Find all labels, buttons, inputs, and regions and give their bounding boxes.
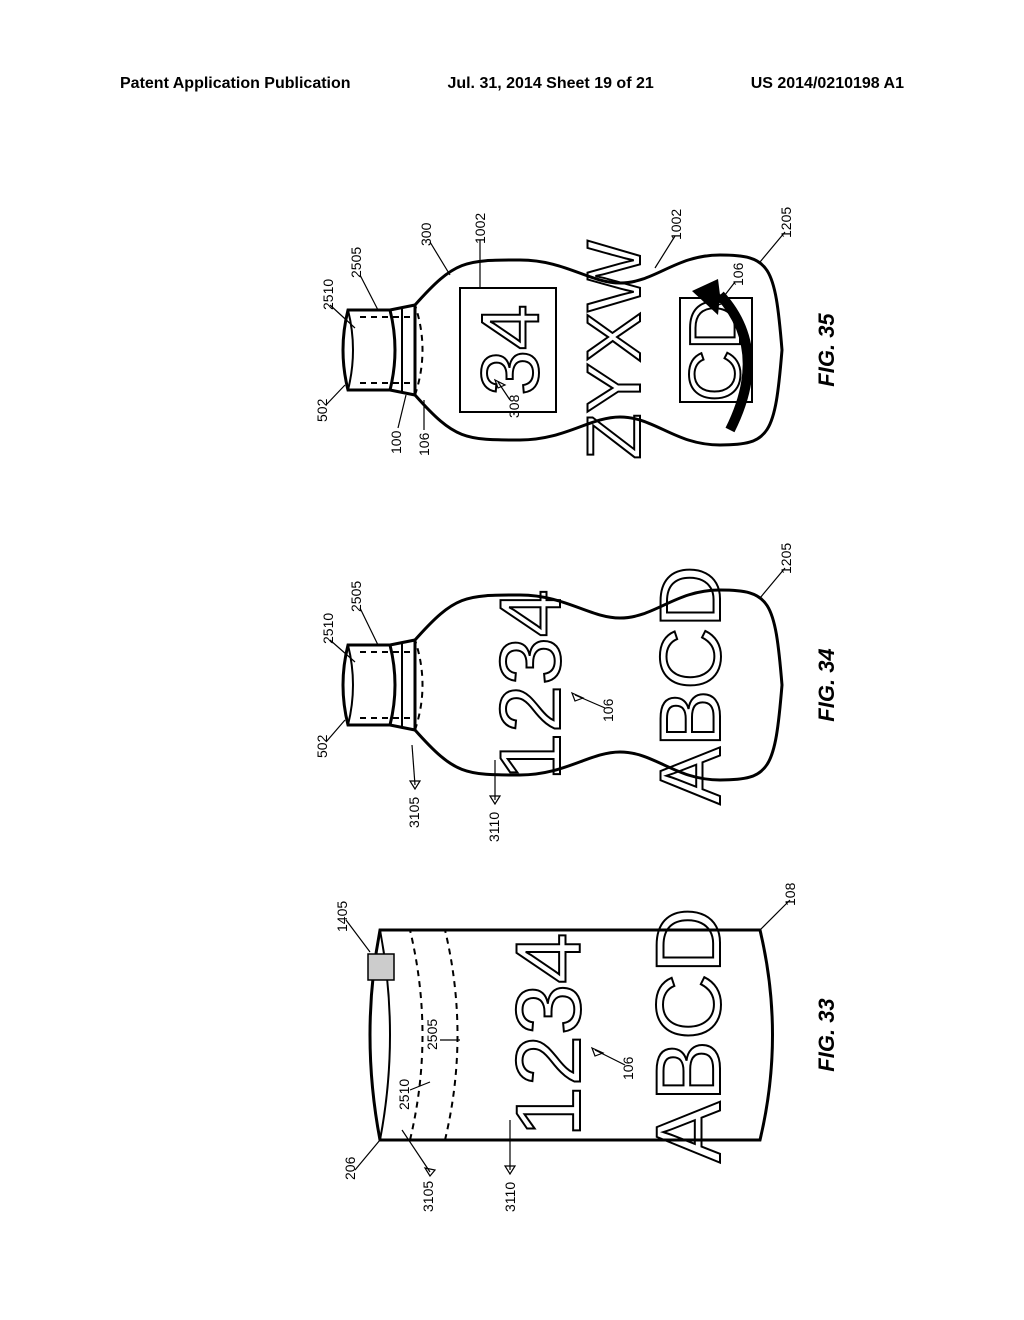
ref-1002b: 1002 [668, 209, 684, 240]
fig33-block: 1234 ABCD 206 1405 3105 3110 2510 2505 1… [340, 880, 840, 1190]
ref-502-34: 502 [314, 735, 330, 758]
ref-308: 308 [506, 395, 522, 418]
figures-row: 1234 ABCD 206 1405 3105 3110 2510 2505 1… [10, 230, 1010, 1130]
fig35-label: FIG. 35 [814, 313, 840, 386]
ref-2510: 2510 [396, 1079, 412, 1110]
fig35-block: 34 ZYXW CD 502 2510 2505 100 106 300 100… [320, 200, 840, 500]
fig34-svg: 1234 ABCD [320, 540, 800, 830]
ref-106b: 106 [730, 263, 746, 286]
fig35-mid-text: ZYXW [572, 240, 657, 460]
fig33-label: FIG. 33 [814, 998, 840, 1071]
ref-106a: 106 [416, 433, 432, 456]
ref-100: 100 [388, 431, 404, 454]
fig35-top-text: 34 [465, 304, 556, 395]
ref-300: 300 [418, 223, 434, 246]
fig34-block: 1234 ABCD 502 2510 2505 3105 3110 106 12… [320, 540, 840, 830]
fig34-label: FIG. 34 [814, 648, 840, 721]
ref-2505-34: 2505 [348, 581, 364, 612]
ref-3105-34: 3105 [406, 797, 422, 828]
ref-3110-34: 3110 [486, 812, 502, 842]
ref-1205-34: 1205 [778, 543, 794, 574]
ref-2505-35: 2505 [348, 247, 364, 278]
ref-106-34: 106 [600, 699, 616, 722]
fig33-svg: 1234 ABCD [340, 880, 800, 1190]
fig34-bottom-text: ABCD [643, 566, 739, 805]
header-mid: Jul. 31, 2014 Sheet 19 of 21 [447, 75, 653, 93]
fig33-top-text: 1234 [498, 933, 600, 1138]
ref-1002a: 1002 [472, 213, 488, 244]
ref-2510-34: 2510 [320, 613, 336, 644]
ref-2505: 2505 [424, 1019, 440, 1050]
fig33-bottom-text: ABCD [638, 907, 740, 1163]
ref-206: 206 [342, 1157, 358, 1180]
ref-108: 108 [782, 883, 798, 906]
header-right: US 2014/0210198 A1 [751, 75, 904, 93]
ref-1205-35: 1205 [778, 207, 794, 238]
ref-2510-35: 2510 [320, 279, 336, 310]
ref-3110: 3110 [502, 1182, 518, 1212]
ref-3105: 3105 [420, 1181, 436, 1212]
header-left: Patent Application Publication [120, 75, 351, 93]
fig35-svg: 34 ZYXW CD [320, 200, 800, 500]
ref-1405: 1405 [334, 901, 350, 932]
ref-106-33: 106 [620, 1057, 636, 1080]
ref-502-35: 502 [314, 399, 330, 422]
page-header: Patent Application Publication Jul. 31, … [0, 75, 1024, 93]
fig34-top-text: 1234 [483, 589, 579, 780]
